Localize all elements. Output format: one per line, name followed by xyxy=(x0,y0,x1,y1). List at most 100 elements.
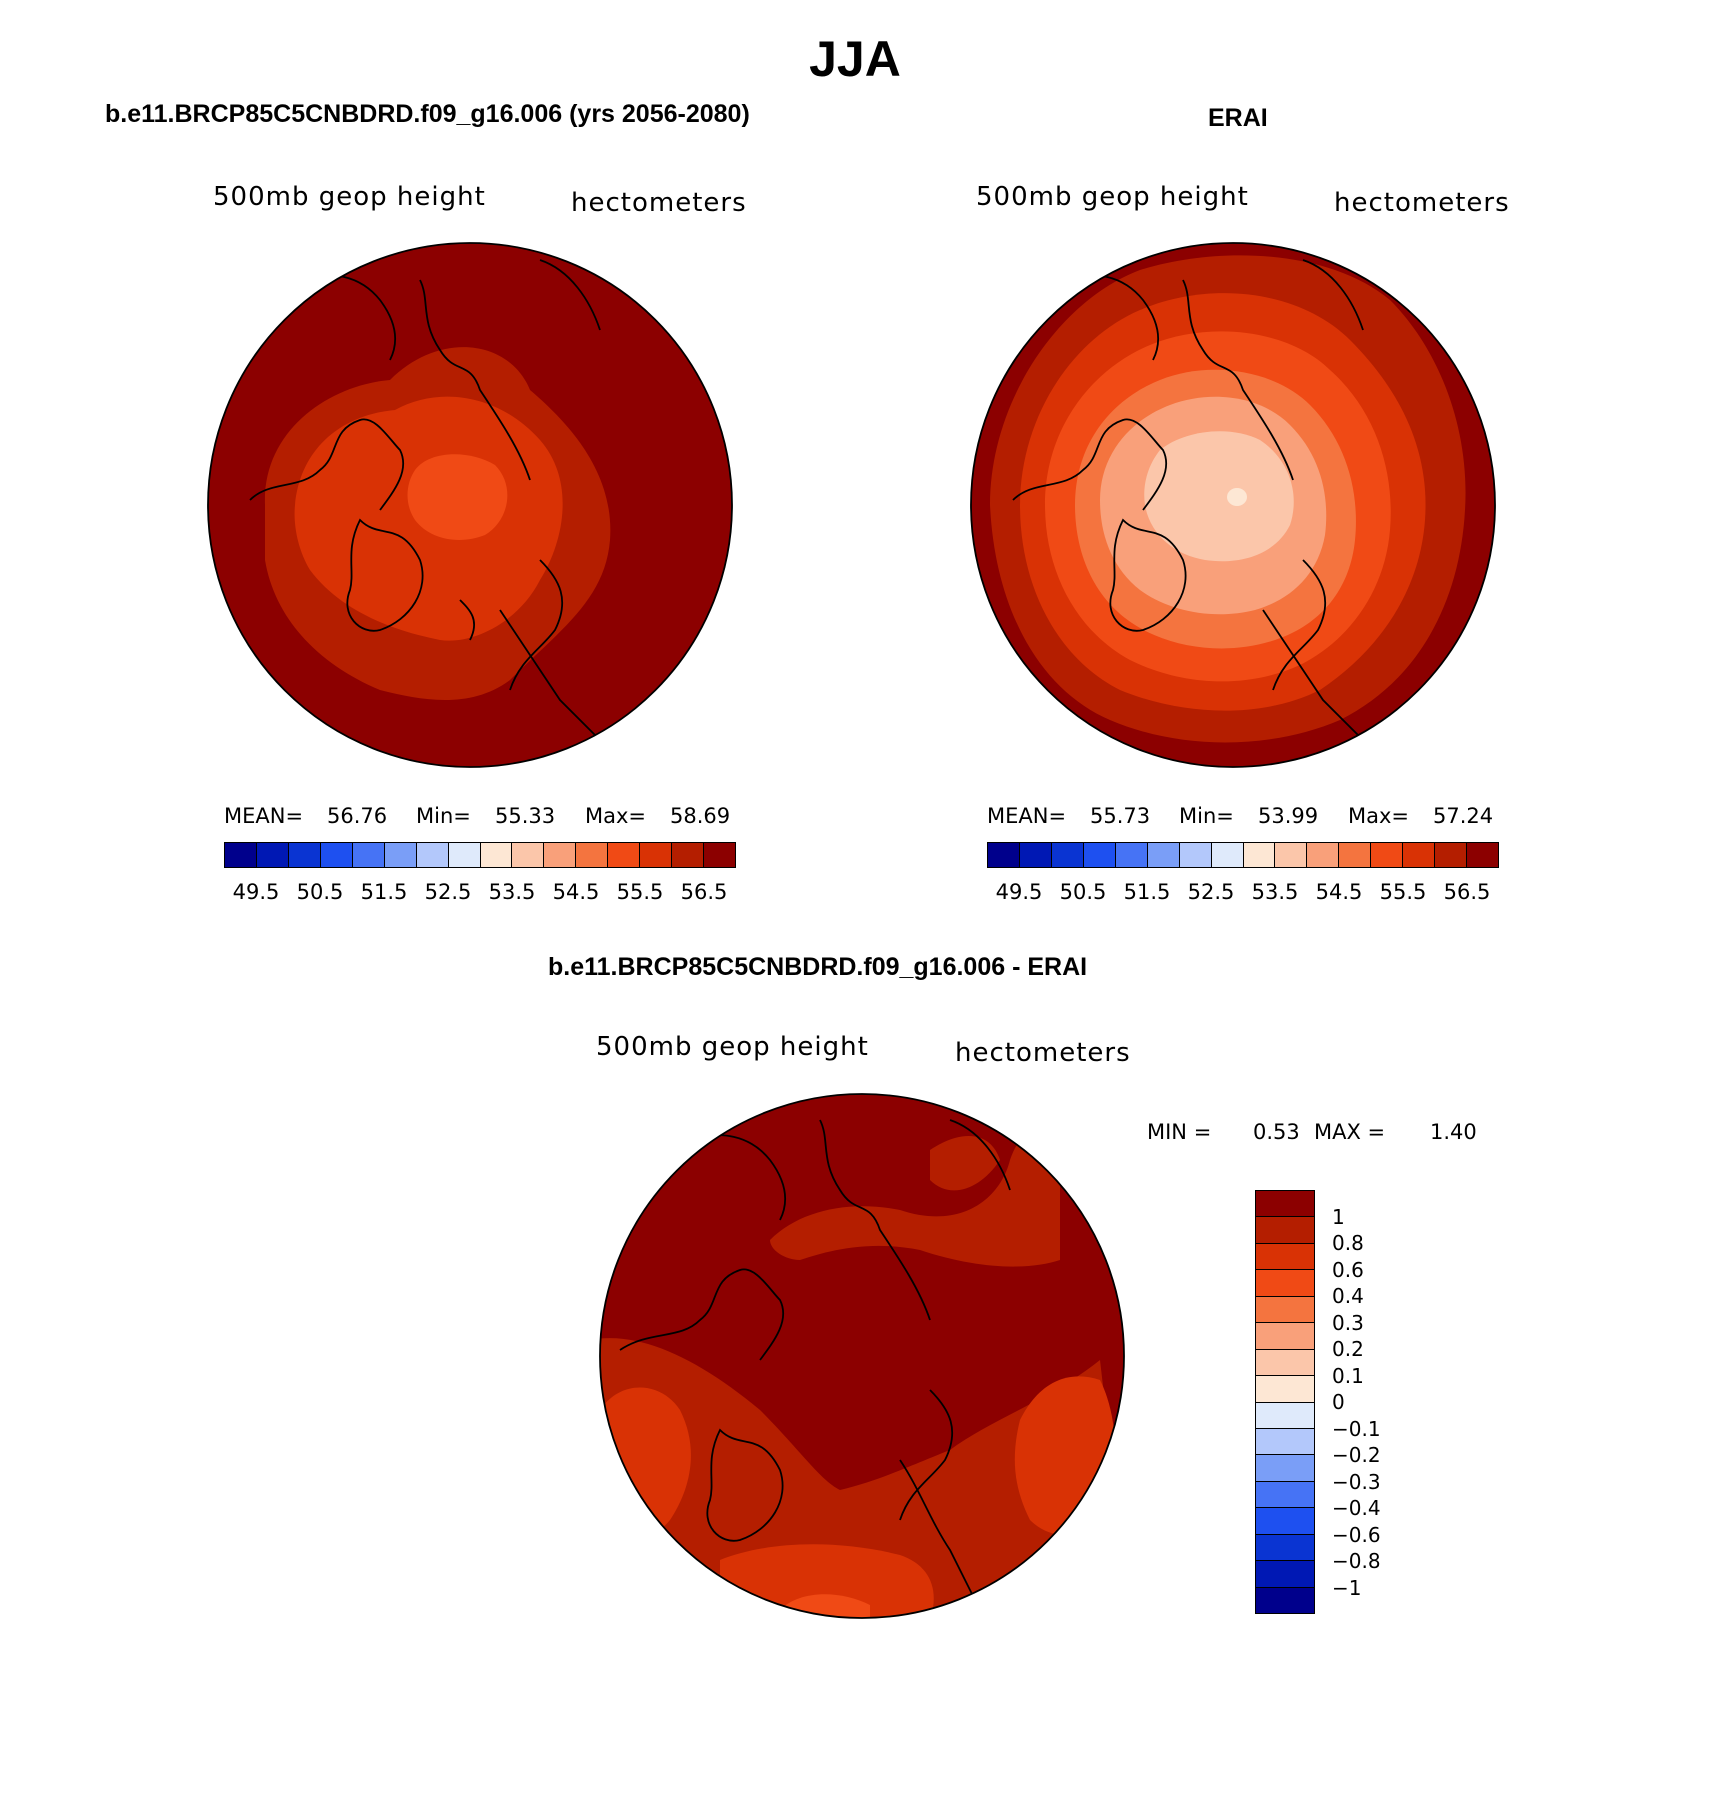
left-mean-label: MEAN= xyxy=(224,804,304,828)
left-map-level-55-0 xyxy=(407,454,508,540)
diff-colorbar-tick-label: −0.2 xyxy=(1332,1443,1381,1467)
right-colorbar-cell xyxy=(1019,843,1052,867)
diff-colorbar-tick-label: 0.2 xyxy=(1332,1337,1364,1361)
diff-colorbar-cell xyxy=(1256,1376,1314,1403)
left-max-value: 58.69 xyxy=(670,804,731,828)
right-colorbar-cell xyxy=(1115,843,1148,867)
map-contour-region xyxy=(1014,1376,1115,1535)
left-colorbar-cell xyxy=(416,843,449,867)
right-colorbar-cell xyxy=(1243,843,1276,867)
right-colorbar-cell xyxy=(1147,843,1180,867)
left-colorbar-cell xyxy=(512,843,545,867)
diff-min-label: MIN = xyxy=(1147,1120,1212,1144)
diff-colorbar-tick-label: −0.1 xyxy=(1332,1416,1381,1441)
right-colorbar-cell xyxy=(1083,843,1116,867)
diff-max-value: 1.40 xyxy=(1430,1120,1477,1144)
left-colorbar-tick-label: 50.5 xyxy=(296,880,344,904)
right-min-label: Min= xyxy=(1179,804,1234,828)
left-map-level-55-5 xyxy=(294,396,563,641)
right-colorbar-cell xyxy=(1467,843,1498,867)
map-contour-region xyxy=(780,1594,870,1618)
map-contour-region xyxy=(720,1544,934,1618)
right-colorbar-ticks: 49.5 50.5 51.5 52.5 53.5 54.5 55.5 56.5 xyxy=(987,880,1499,906)
diff-colorbar-tick-label: −1 xyxy=(1332,1575,1362,1600)
map-contour-region xyxy=(600,1338,1124,1618)
right-min-value: 53.99 xyxy=(1258,804,1319,828)
diff-colorbar-cell xyxy=(1256,1296,1314,1324)
diff-colorbar-cell xyxy=(1256,1455,1314,1482)
map-contour-region xyxy=(1020,293,1426,711)
map-contour-region xyxy=(990,255,1466,743)
diff-colorbar-cell xyxy=(1256,1243,1314,1271)
diff-colorbar-tick-label: −0.3 xyxy=(1332,1469,1381,1494)
left-coastlines xyxy=(249,259,621,761)
left-colorbar-cell xyxy=(704,843,735,867)
diff-min-value: 0.53 xyxy=(1253,1120,1300,1144)
left-colorbar-cell xyxy=(608,843,641,867)
left-colorbar-cell xyxy=(448,843,481,867)
left-max-label: Max= xyxy=(585,804,647,828)
right-colorbar-tick-label: 55.5 xyxy=(1379,880,1427,904)
right-mean-label: MEAN= xyxy=(987,804,1067,828)
left-colorbar-cell xyxy=(640,843,673,867)
right-colorbar-tick-label: 50.5 xyxy=(1059,880,1107,904)
left-map-level-56-5 xyxy=(208,243,732,767)
right-variable-label: 500mb geop height xyxy=(976,182,1249,212)
left-colorbar-cell xyxy=(256,843,289,867)
left-colorbar-cell xyxy=(384,843,417,867)
diff-coastlines xyxy=(619,1119,1011,1611)
map-contour-region xyxy=(1144,431,1294,562)
left-colorbar-cell xyxy=(352,843,385,867)
right-colorbar-cell xyxy=(1275,843,1308,867)
left-colorbar-cell xyxy=(576,843,609,867)
right-colorbar-cell xyxy=(1211,843,1244,867)
diff-colorbar-tick-label: 0.6 xyxy=(1332,1257,1364,1282)
map-contour-region xyxy=(1075,369,1356,649)
left-colorbar-tick-label: 55.5 xyxy=(616,880,664,904)
left-colorbar-ticks: 49.5 50.5 51.5 52.5 53.5 54.5 55.5 56.5 xyxy=(224,880,736,906)
map-contour-region xyxy=(1100,396,1327,615)
diff-colorbar-cell xyxy=(1256,1481,1314,1509)
diff-colorbar-cell xyxy=(1256,1349,1314,1377)
right-units-label: hectometers xyxy=(1334,188,1510,218)
map-contour-region xyxy=(971,243,1495,767)
diff-colorbar-cell xyxy=(1256,1508,1314,1535)
diff-colorbar-tick-label: −0.8 xyxy=(1332,1549,1381,1573)
left-colorbar xyxy=(224,842,736,868)
map-contour-region xyxy=(600,1387,691,1537)
left-map-level-56-0 xyxy=(264,347,611,700)
right-panel-title: ERAI xyxy=(1208,104,1268,132)
left-colorbar-cell xyxy=(288,843,321,867)
diff-colorbar-cell xyxy=(1256,1428,1314,1456)
left-colorbar-tick-label: 49.5 xyxy=(232,880,280,904)
right-coastlines xyxy=(1012,259,1384,761)
right-colorbar-tick-label: 51.5 xyxy=(1123,880,1171,904)
left-colorbar-cell xyxy=(544,843,577,867)
left-colorbar-cell xyxy=(320,843,353,867)
right-colorbar xyxy=(987,842,1499,868)
diff-colorbar-tick-label: 0 xyxy=(1332,1390,1345,1414)
left-units-label: hectometers xyxy=(571,188,747,218)
map-contour-region xyxy=(600,1094,1124,1618)
right-colorbar-cell xyxy=(1339,843,1372,867)
diff-max-label: MAX = xyxy=(1314,1120,1386,1144)
right-colorbar-tick-label: 52.5 xyxy=(1187,880,1235,904)
right-max-label: Max= xyxy=(1348,804,1410,828)
diff-colorbar-cell xyxy=(1256,1534,1314,1562)
right-colorbar-cell xyxy=(1371,843,1404,867)
right-colorbar-cell xyxy=(1179,843,1212,867)
left-colorbar-cell xyxy=(480,843,513,867)
left-min-label: Min= xyxy=(416,804,471,828)
diff-colorbar-tick-label: 0.3 xyxy=(1332,1310,1364,1335)
left-colorbar-tick-label: 53.5 xyxy=(488,880,536,904)
right-colorbar-tick-label: 54.5 xyxy=(1315,880,1363,904)
map-contour-region xyxy=(1227,488,1247,506)
map-contour-region xyxy=(1045,331,1391,682)
right-colorbar-cell xyxy=(1403,843,1436,867)
diff-colorbar-tick-label: 0.1 xyxy=(1332,1363,1364,1388)
right-colorbar-tick-label: 49.5 xyxy=(995,880,1043,904)
diff-colorbar-cell xyxy=(1256,1191,1314,1218)
left-colorbar-tick-label: 54.5 xyxy=(552,880,600,904)
left-colorbar-tick-label: 51.5 xyxy=(360,880,408,904)
diff-panel-title: b.e11.BRCP85C5CNBDRD.f09_g16.006 - ERAI xyxy=(548,953,1088,981)
